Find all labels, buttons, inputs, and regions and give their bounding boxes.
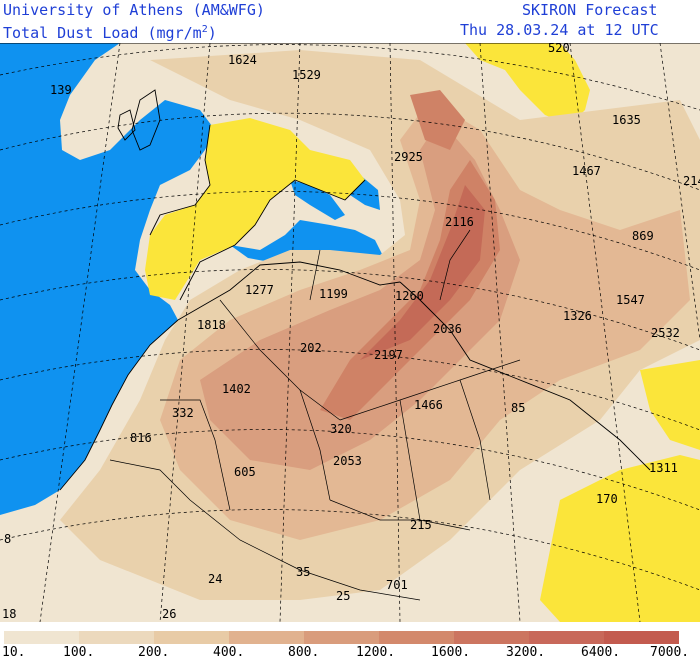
- europe-no-data-region: [145, 118, 365, 300]
- map-value-label: 2053: [333, 454, 362, 468]
- colorbar-tick-label: 400.: [213, 645, 245, 660]
- colorbar-tick-label: 6400.: [581, 645, 621, 660]
- map-value-label: 869: [632, 229, 654, 243]
- map-value-label: 332: [172, 406, 194, 420]
- forecast-name: SKIRON Forecast: [522, 1, 658, 19]
- tyrrhenian-sea: [290, 180, 345, 220]
- map-value-label: 1199: [319, 287, 348, 301]
- map-value-label: 1529: [292, 68, 321, 82]
- map-value-label: 85: [511, 401, 525, 415]
- valid-time: Thu 28.03.24 at 12 UTC: [460, 21, 659, 39]
- map-value-label: 1467: [572, 164, 601, 178]
- colorbar-tick-label: 1200.: [356, 645, 396, 660]
- graticule: [0, 43, 700, 622]
- map-value-label: 1466: [414, 398, 443, 412]
- map-value-label: 320: [330, 422, 352, 436]
- colorbar-swatch: [229, 631, 304, 644]
- dust-layer-3: [200, 120, 520, 470]
- arabia-no-data-region: [640, 360, 700, 450]
- colorbar-swatch: [379, 631, 454, 644]
- caspian-no-data-region: [465, 43, 590, 125]
- country-borders: [109, 229, 521, 601]
- map-value-label: 520: [548, 43, 570, 55]
- map-value-label: 1311: [649, 461, 678, 475]
- product-title-prefix: Total Dust Load (mgr/m: [3, 24, 202, 42]
- map-value-label: 2036: [433, 322, 462, 336]
- product-title: Total Dust Load (mgr/m2): [3, 20, 217, 43]
- map-value-label: 2116: [445, 215, 474, 229]
- east-africa-no-data-region: [540, 455, 700, 622]
- map-value-label: 2197: [374, 348, 403, 362]
- map-value-label: 35: [296, 565, 310, 579]
- colorbar-tick-label: 800.: [288, 645, 320, 660]
- map-value-label: 170: [596, 492, 618, 506]
- colorbar-tick-label: 100.: [63, 645, 95, 660]
- atlantic-sea: [0, 43, 215, 515]
- colorbar-tick-label: 10.: [2, 645, 26, 660]
- dust-load-map: 1624 1529 520 139 1635 2925 1467 214 211…: [0, 43, 700, 622]
- product-title-suffix: ): [207, 24, 217, 42]
- colorbar-tick-label: 7000.: [650, 645, 690, 660]
- coastlines: [59, 89, 651, 491]
- map-value-label: 2532: [651, 326, 680, 340]
- map-value-label: 24: [208, 572, 222, 586]
- colorbar-swatch: [529, 631, 604, 644]
- map-value-label: 1326: [563, 309, 592, 323]
- dust-value-labels: 1624 1529 520 139 1635 2925 1467 214 211…: [2, 43, 700, 621]
- dust-layer-balkans: [410, 90, 465, 150]
- map-value-label: 202: [300, 341, 322, 355]
- map-value-label: 139: [50, 83, 72, 97]
- colorbar-tick-label: 1600.: [431, 645, 471, 660]
- map-value-label: 1818: [197, 318, 226, 332]
- map-value-label: 214: [683, 174, 700, 188]
- institution-title: University of Athens (AM&WFG): [3, 1, 265, 19]
- colorbar-swatch: [604, 631, 679, 644]
- map-value-label: 18: [2, 607, 16, 621]
- map-value-label: 816: [130, 431, 152, 445]
- map-value-label: 215: [410, 518, 432, 532]
- map-value-label: 1635: [612, 113, 641, 127]
- map-value-label: 1547: [616, 293, 645, 307]
- colorbar-tick-label: 3200.: [506, 645, 546, 660]
- map-value-label: 1260: [395, 289, 424, 303]
- map-value-label: 26: [162, 607, 176, 621]
- map-value-label: 8: [4, 532, 11, 546]
- colorbar-swatch: [454, 631, 529, 644]
- colorbar-swatch: [79, 631, 154, 644]
- colorbar-swatch: [304, 631, 379, 644]
- colorbar-swatch: [4, 631, 79, 644]
- colorbar-swatch: [154, 631, 229, 644]
- map-value-label: 25: [336, 589, 350, 603]
- map-value-label: 605: [234, 465, 256, 479]
- map-value-label: 701: [386, 578, 408, 592]
- dust-layer-5: [360, 185, 485, 360]
- map-value-label: 1277: [245, 283, 274, 297]
- map-value-label: 2925: [394, 150, 423, 164]
- product-title-exponent: 2: [201, 24, 208, 35]
- colorbar-tick-label: 200.: [138, 645, 170, 660]
- map-value-label: 1402: [222, 382, 251, 396]
- map-value-label: 1624: [228, 53, 257, 67]
